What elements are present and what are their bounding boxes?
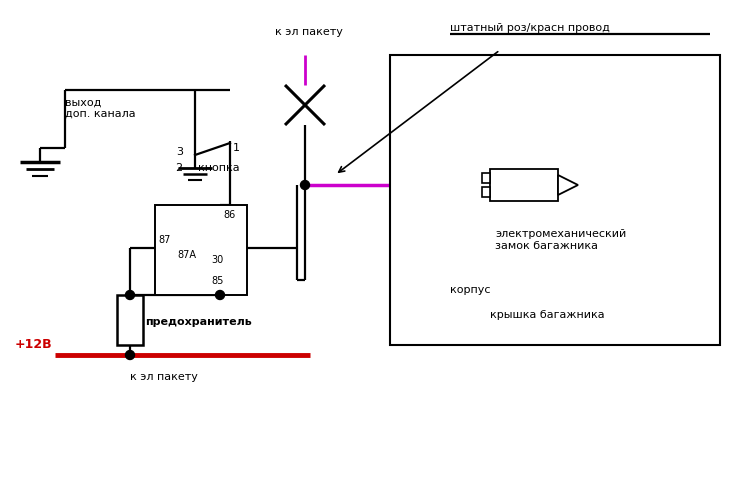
Text: к эл пакету: к эл пакету <box>275 27 343 37</box>
Text: 87: 87 <box>158 235 170 245</box>
Circle shape <box>216 290 225 299</box>
Bar <box>155 205 247 295</box>
Text: штатный роз/красн провод: штатный роз/красн провод <box>450 23 610 33</box>
Polygon shape <box>558 175 578 195</box>
Text: 87А: 87А <box>177 250 196 260</box>
Text: 3: 3 <box>176 147 183 157</box>
Text: 30: 30 <box>211 255 223 265</box>
Text: выход
доп. канала: выход доп. канала <box>65 97 136 119</box>
Text: электромеханический
замок багажника: электромеханический замок багажника <box>495 229 626 251</box>
Bar <box>490 169 558 201</box>
Text: крышка багажника: крышка багажника <box>490 310 605 320</box>
Circle shape <box>126 350 134 359</box>
Text: 1: 1 <box>233 143 240 153</box>
Text: 86: 86 <box>223 210 236 220</box>
Circle shape <box>126 290 134 299</box>
Text: к эл пакету: к эл пакету <box>130 372 198 382</box>
Text: +12В: +12В <box>15 339 53 351</box>
Text: 85: 85 <box>211 276 223 286</box>
Text: кнопка: кнопка <box>198 163 239 173</box>
Bar <box>482 187 490 197</box>
Bar <box>390 55 720 345</box>
Text: 2: 2 <box>175 163 182 173</box>
Text: предохранитель: предохранитель <box>145 317 252 327</box>
Circle shape <box>300 180 310 190</box>
Bar <box>117 295 143 345</box>
Text: корпус: корпус <box>450 285 490 295</box>
Bar <box>482 173 490 183</box>
